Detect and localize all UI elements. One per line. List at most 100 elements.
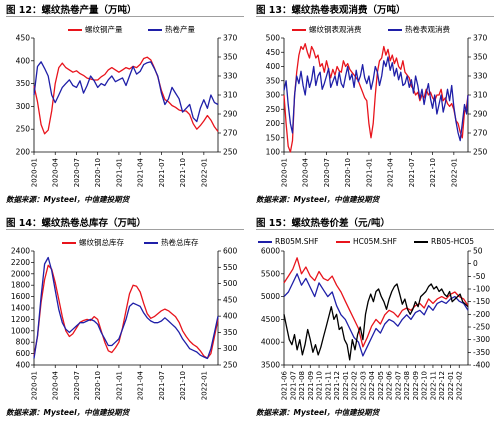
y-tick-label-left: 400 (266, 62, 281, 71)
source-note: 数据来源：Mysteel，中信建投期货 (6, 408, 130, 417)
x-tick-label: 2021-09 (307, 371, 315, 400)
legend-swatch (68, 28, 82, 31)
series-line-1 (33, 256, 219, 360)
y-tick-label-left: 300 (266, 91, 281, 100)
legend-label: 热卷总库存 (161, 238, 199, 247)
legend-label: HC05M.SHF (353, 237, 397, 246)
x-tick-label: 2022-04 (368, 370, 376, 400)
y-tick-label-right: -300 (473, 335, 490, 344)
series-line-1 (283, 56, 469, 142)
y-tick-label-left: 1400 (11, 304, 30, 313)
x-tick-label: 2021-01 (115, 158, 123, 187)
y-tick-label-left: 150 (266, 133, 281, 142)
title-rule (256, 16, 494, 17)
y-tick-label-right: -200 (473, 310, 490, 319)
y-tick-label-right: -250 (473, 323, 490, 332)
y-tick-label-right: 550 (223, 263, 238, 272)
x-tick-label: 2020-07 (73, 371, 81, 400)
series-line-2 (283, 283, 469, 361)
legend-label: RB05M.SHF (275, 237, 319, 246)
legend-swatch (388, 28, 402, 31)
x-tick-label: 2021-08 (298, 371, 306, 400)
y-tick-label-right: 400 (223, 312, 238, 321)
x-tick-label: 2022-05 (377, 371, 385, 400)
x-tick-label: 2020-10 (94, 371, 102, 400)
source-note: 数据来源：Mysteel，中信建投期货 (6, 195, 130, 204)
y-tick-label-right: 500 (223, 279, 238, 288)
chart-spread: 3500 4000 4500 5000 5500 6000 -400 -350 -300 -250… (261, 247, 490, 401)
y-tick-label-left: 250 (266, 105, 281, 114)
x-tick-label: 2020-01 (31, 371, 39, 400)
x-tick-label: 2022-01 (342, 371, 350, 400)
y-tick-label-left: 3500 (261, 361, 280, 370)
y-tick-label-left: 1000 (11, 326, 30, 335)
chart-inventory: 400 600 800 1000 1200 1400 1600 1800 2000 2200 240… (11, 247, 238, 401)
panel-inventory: 图 14：螺纹热卷总库存（万吨） 螺纹钢总库存 热卷总库存 400 600 800 1… (0, 213, 250, 426)
chart-consumption: 100 150 200 250 300 350 400 450 500 250 270 290 310 3… (266, 34, 488, 188)
x-tick-label: 2021-06 (281, 370, 289, 400)
y-tick-label-right: -100 (473, 285, 490, 294)
title-rule (6, 16, 244, 17)
legend-swatch (414, 240, 428, 243)
y-tick-label-right: 290 (473, 110, 488, 119)
legend-item-hrc-inventory: 热卷总库存 (144, 237, 199, 248)
x-tick-label: 2021-07 (158, 371, 166, 400)
x-tick-label: 2022-08 (403, 371, 411, 400)
legend-item-rb05: RB05M.SHF (258, 237, 318, 246)
x-tick-label: 2021-12 (333, 371, 341, 400)
y-tick-label-right: -350 (473, 348, 490, 357)
y-tick-label-left: 600 (16, 349, 31, 358)
y-tick-label-left: 250 (16, 125, 31, 134)
x-tick-label: 2022-01 (447, 371, 455, 400)
y-tick-label-left: 400 (16, 361, 31, 370)
series-line-0 (33, 264, 219, 359)
y-tick-label-right: -400 (473, 361, 490, 370)
figure-title: 图 14：螺纹热卷总库存（万吨） (6, 218, 147, 229)
legend-swatch (144, 241, 158, 244)
x-tick-label: 2021-07 (289, 371, 297, 400)
series-line-0 (283, 273, 469, 357)
y-tick-label-right: 250 (223, 148, 238, 157)
x-tick-label: 2021-10 (179, 158, 187, 187)
y-tick-label-right: -150 (473, 297, 490, 306)
x-tick-label: 2021-10 (179, 371, 187, 400)
x-tick-label: 2021-04 (137, 157, 145, 187)
legend-item-rebar-inventory: 螺纹钢总库存 (62, 237, 124, 248)
legend-swatch (292, 28, 306, 31)
y-tick-label-left: 400 (16, 56, 31, 65)
y-tick-label-left: 450 (266, 48, 281, 57)
y-tick-label-left: 5500 (261, 269, 280, 278)
y-tick-label-right: 310 (473, 91, 488, 100)
legend-swatch (62, 241, 76, 244)
legend-swatch (148, 28, 162, 31)
x-tick-label: 2020-10 (344, 158, 352, 187)
x-tick-label: 2021-04 (387, 157, 395, 187)
y-tick-label-left: 300 (16, 102, 31, 111)
legend-label: 螺纹钢产量 (85, 25, 123, 34)
legend-item-hc05: HC05M.SHF (336, 237, 397, 246)
x-tick-label: 2021-04 (137, 370, 145, 400)
legend-label: 螺纹钢表观消费 (309, 25, 362, 34)
x-tick-label: 2021-07 (408, 158, 416, 187)
source-note: 数据来源：Mysteel，中信建投期货 (256, 408, 380, 417)
y-tick-label-left: 1200 (11, 315, 30, 324)
y-tick-label-left: 4000 (261, 338, 280, 347)
x-tick-label: 2022-01 (200, 371, 208, 400)
x-tick-label: 2020-04 (52, 370, 60, 400)
x-tick-label: 2020-04 (302, 157, 310, 187)
y-tick-label-left: 2200 (11, 258, 30, 267)
y-tick-label-right: 600 (223, 247, 238, 256)
chart-production: 200 250 300 350 400 450 250 270 290 310 330 350 370 2… (16, 34, 238, 188)
y-tick-label-left: 2000 (11, 269, 30, 278)
x-tick-label: 2020-01 (31, 158, 39, 187)
figure-title: 图 13：螺纹热卷表观消费（万吨） (256, 5, 406, 16)
x-tick-label: 2022-03 (359, 371, 367, 400)
figure-title: 图 12：螺纹热卷产量（万吨） (6, 5, 137, 16)
x-tick-label: 2022-10 (421, 371, 429, 400)
y-tick-label-right: 270 (223, 129, 238, 138)
legend-item-hrc-output: 热卷产量 (148, 24, 195, 35)
y-tick-label-right: 250 (473, 148, 488, 157)
x-tick-label: 2022-02 (351, 371, 359, 400)
y-tick-label-right: 350 (223, 328, 238, 337)
x-tick-label: 2020-04 (52, 157, 60, 187)
